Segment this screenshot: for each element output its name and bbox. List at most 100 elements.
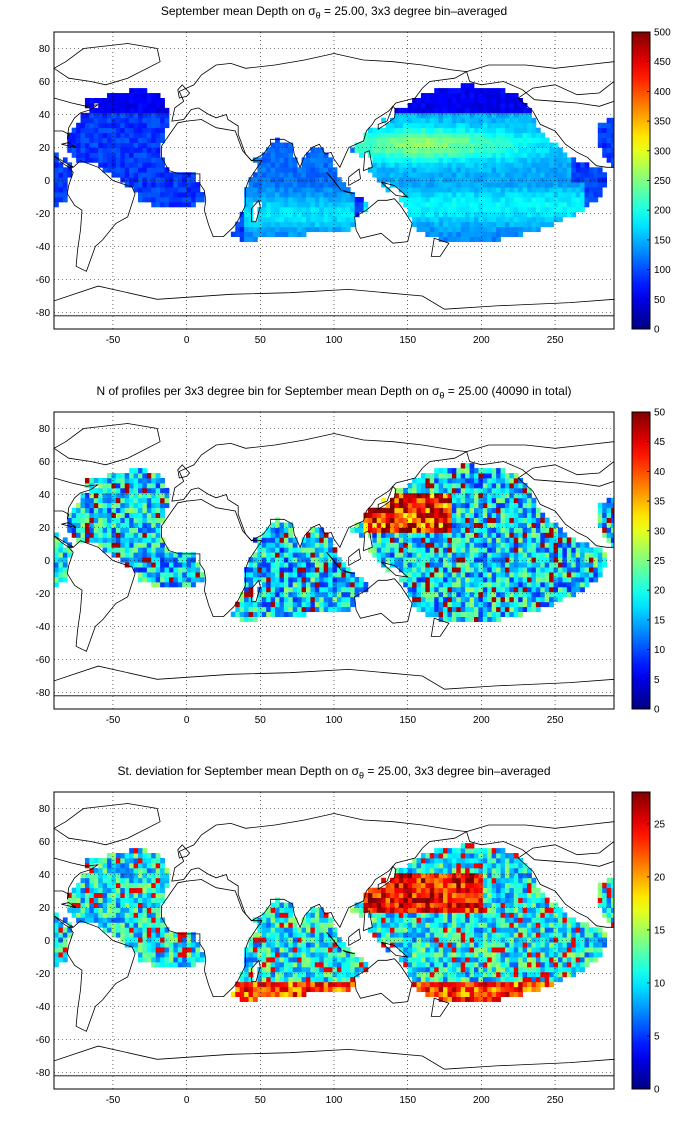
bin-cell bbox=[505, 177, 510, 182]
bin-cell bbox=[571, 567, 576, 572]
bin-cell bbox=[487, 152, 492, 157]
bin-cell bbox=[554, 552, 559, 557]
bin-cell bbox=[138, 493, 143, 498]
bin-cell bbox=[328, 567, 333, 572]
bin-cell bbox=[425, 597, 430, 602]
bin-cell bbox=[554, 577, 559, 582]
bin-cell bbox=[377, 528, 382, 533]
bin-cell bbox=[386, 547, 391, 552]
bin-cell bbox=[54, 962, 59, 967]
bin-cell bbox=[319, 552, 324, 557]
bin-cell bbox=[527, 582, 532, 587]
bin-cell bbox=[478, 592, 483, 597]
bin-cell bbox=[518, 143, 523, 148]
bin-cell bbox=[363, 202, 368, 207]
bin-cell bbox=[372, 508, 377, 513]
bin-cell bbox=[558, 162, 563, 167]
bin-cell bbox=[589, 167, 594, 172]
bin-cell bbox=[478, 237, 483, 242]
bin-cell bbox=[456, 612, 461, 617]
bin-cell bbox=[337, 587, 342, 592]
bin-cell bbox=[94, 498, 99, 503]
bin-cell bbox=[443, 212, 448, 217]
bin-cell bbox=[461, 602, 466, 607]
bin-cell bbox=[244, 567, 249, 572]
bin-cell bbox=[456, 167, 461, 172]
bin-cell bbox=[328, 162, 333, 167]
bin-cell bbox=[514, 103, 519, 108]
bin-cell bbox=[403, 157, 408, 162]
bin-cell bbox=[81, 133, 86, 138]
bin-cell bbox=[452, 212, 457, 217]
bin-cell bbox=[523, 118, 528, 123]
bin-cell bbox=[425, 572, 430, 577]
bin-cell bbox=[425, 498, 430, 503]
bin-cell bbox=[81, 138, 86, 143]
bin-cell bbox=[531, 222, 536, 227]
bin-cell bbox=[249, 577, 254, 582]
bin-cell bbox=[107, 853, 112, 858]
bin-cell bbox=[421, 138, 426, 143]
bin-cell bbox=[279, 917, 284, 922]
y-tick-label: 20 bbox=[39, 143, 51, 154]
bin-cell bbox=[470, 537, 475, 542]
bin-cell bbox=[536, 227, 541, 232]
bin-cell bbox=[266, 547, 271, 552]
bin-cell bbox=[125, 932, 130, 937]
bin-cell bbox=[195, 947, 200, 952]
bin-cell bbox=[456, 488, 461, 493]
bin-cell bbox=[116, 128, 121, 133]
bin-cell bbox=[487, 197, 492, 202]
bin-cell bbox=[116, 542, 121, 547]
bin-cell bbox=[125, 103, 130, 108]
bin-cell bbox=[333, 607, 338, 612]
bin-cell bbox=[394, 557, 399, 562]
bin-cell bbox=[492, 103, 497, 108]
bin-cell bbox=[571, 552, 576, 557]
bin-cell bbox=[129, 493, 134, 498]
bin-cell bbox=[288, 148, 293, 153]
bin-cell bbox=[505, 498, 510, 503]
bin-cell bbox=[417, 227, 422, 232]
bin-cell bbox=[509, 597, 514, 602]
bin-cell bbox=[160, 167, 165, 172]
bin-cell bbox=[492, 597, 497, 602]
bin-cell bbox=[160, 883, 165, 888]
bin-cell bbox=[394, 182, 399, 187]
x-tick-label: 150 bbox=[399, 335, 416, 346]
bin-cell bbox=[474, 118, 479, 123]
bin-cell bbox=[496, 202, 501, 207]
bin-cell bbox=[381, 138, 386, 143]
bin-cell bbox=[558, 532, 563, 537]
bin-cell bbox=[319, 602, 324, 607]
bin-cell bbox=[474, 152, 479, 157]
bin-cell bbox=[540, 572, 545, 577]
bin-cell bbox=[142, 912, 147, 917]
bin-cell bbox=[492, 607, 497, 612]
bin-cell bbox=[125, 912, 130, 917]
bin-cell bbox=[302, 567, 307, 572]
bin-cell bbox=[496, 592, 501, 597]
bin-cell bbox=[275, 177, 280, 182]
bin-cell bbox=[536, 567, 541, 572]
bin-cell bbox=[249, 237, 254, 242]
bin-cell bbox=[129, 922, 134, 927]
bin-cell bbox=[156, 577, 161, 582]
bin-cell bbox=[439, 217, 444, 222]
bin-cell bbox=[284, 962, 289, 967]
bin-cell bbox=[169, 182, 174, 187]
bin-cell bbox=[324, 547, 329, 552]
bin-cell bbox=[461, 463, 466, 468]
bin-cell bbox=[474, 98, 479, 103]
bin-cell bbox=[554, 597, 559, 602]
bin-cell bbox=[111, 863, 116, 868]
bin-cell bbox=[372, 133, 377, 138]
bin-cell bbox=[120, 523, 125, 528]
bin-cell bbox=[474, 133, 479, 138]
bin-cell bbox=[116, 478, 121, 483]
bin-cell bbox=[81, 532, 86, 537]
bin-cell bbox=[147, 562, 152, 567]
bin-cell bbox=[421, 133, 426, 138]
bin-cell bbox=[173, 562, 178, 567]
bin-cell bbox=[284, 217, 289, 222]
